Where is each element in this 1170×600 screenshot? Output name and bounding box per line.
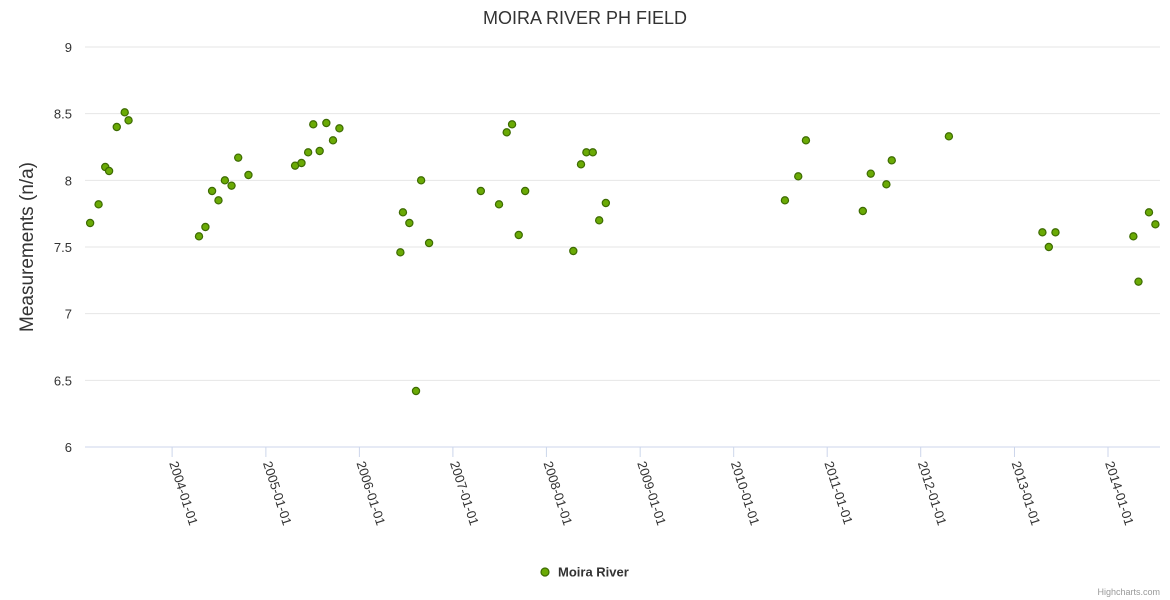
data-point[interactable]: [124, 116, 133, 125]
data-point[interactable]: [887, 156, 896, 165]
data-point[interactable]: [588, 148, 597, 157]
data-point[interactable]: [1044, 242, 1054, 252]
x-tick-label: 2010-01-01: [728, 459, 763, 527]
data-point[interactable]: [396, 248, 405, 257]
data-point[interactable]: [866, 169, 875, 178]
data-point[interactable]: [514, 230, 523, 240]
data-point[interactable]: [476, 186, 486, 196]
data-point[interactable]: [601, 198, 611, 208]
data-point[interactable]: [569, 246, 578, 256]
data-point[interactable]: [576, 160, 586, 169]
legend-marker: [540, 567, 550, 577]
y-tick-label: 6: [65, 440, 72, 455]
data-point[interactable]: [398, 208, 408, 217]
legend[interactable]: Moira River: [540, 565, 629, 580]
data-point[interactable]: [944, 132, 954, 141]
x-tick-label: 2009-01-01: [634, 459, 669, 527]
data-point[interactable]: [1129, 232, 1138, 241]
data-point[interactable]: [328, 136, 338, 145]
data-point[interactable]: [882, 180, 891, 189]
data-point[interactable]: [1144, 208, 1154, 217]
data-point[interactable]: [207, 186, 217, 196]
data-point[interactable]: [322, 118, 331, 128]
data-point[interactable]: [520, 186, 530, 196]
data-point[interactable]: [244, 170, 253, 180]
data-point[interactable]: [94, 200, 103, 209]
x-tick-label: 2007-01-01: [447, 459, 482, 527]
x-tick-label: 2012-01-01: [915, 459, 950, 527]
y-axis-label: Measurements (n/a): [17, 162, 38, 332]
data-point[interactable]: [801, 136, 811, 145]
data-point[interactable]: [112, 122, 121, 132]
credit-link[interactable]: Highcharts.com: [1097, 587, 1160, 597]
data-point[interactable]: [104, 166, 114, 176]
data-point[interactable]: [85, 218, 95, 228]
data-point[interactable]: [335, 124, 344, 133]
y-tick-label: 8.5: [54, 107, 72, 122]
data-point[interactable]: [303, 148, 313, 157]
data-point[interactable]: [234, 153, 243, 162]
data-point[interactable]: [201, 222, 210, 232]
data-point[interactable]: [502, 128, 511, 137]
grid-lines: [85, 46, 1160, 381]
y-axis-ticks: 6 6.5 7 7.5 8 8.5 9: [54, 40, 72, 455]
data-point[interactable]: [194, 232, 204, 241]
x-tick-label: 2006-01-01: [354, 459, 389, 527]
data-point[interactable]: [507, 120, 517, 129]
data-point[interactable]: [220, 176, 230, 185]
data-point[interactable]: [411, 386, 421, 396]
data-point[interactable]: [780, 196, 790, 205]
data-point[interactable]: [405, 218, 414, 228]
data-point[interactable]: [309, 120, 318, 129]
y-tick-label: 6.5: [54, 373, 72, 388]
data-point[interactable]: [315, 146, 324, 156]
data-point[interactable]: [594, 216, 604, 225]
data-point[interactable]: [1134, 277, 1143, 286]
x-tick-label: 2013-01-01: [1009, 459, 1044, 527]
x-tick-label: 2005-01-01: [260, 459, 295, 527]
data-point[interactable]: [494, 200, 504, 209]
y-tick-label: 7: [65, 307, 72, 322]
data-point[interactable]: [416, 176, 426, 185]
y-tick-label: 9: [65, 40, 72, 55]
chart-title: MOIRA RIVER PH FIELD: [483, 8, 687, 28]
x-tick-label: 2014-01-01: [1102, 459, 1137, 527]
data-point[interactable]: [858, 206, 868, 216]
y-tick-label: 8: [65, 173, 72, 188]
x-tick-label: 2008-01-01: [541, 459, 576, 527]
data-point[interactable]: [424, 238, 434, 248]
data-point[interactable]: [1151, 220, 1160, 229]
y-tick-label: 7.5: [54, 240, 72, 255]
data-point[interactable]: [120, 108, 129, 117]
x-tick-label: 2011-01-01: [821, 459, 856, 526]
x-axis-ticks: 2004-01-01 2005-01-01 2006-01-01 2007-01-01…: [166, 447, 1137, 527]
data-point[interactable]: [214, 196, 223, 205]
data-point[interactable]: [227, 181, 236, 190]
data-point[interactable]: [297, 158, 306, 168]
x-tick-label: 2004-01-01: [166, 459, 201, 527]
data-point[interactable]: [1038, 228, 1047, 237]
legend-label: Moira River: [558, 565, 629, 580]
data-point[interactable]: [1051, 228, 1060, 237]
series-moira-river: [85, 108, 1160, 396]
data-point[interactable]: [794, 172, 803, 181]
